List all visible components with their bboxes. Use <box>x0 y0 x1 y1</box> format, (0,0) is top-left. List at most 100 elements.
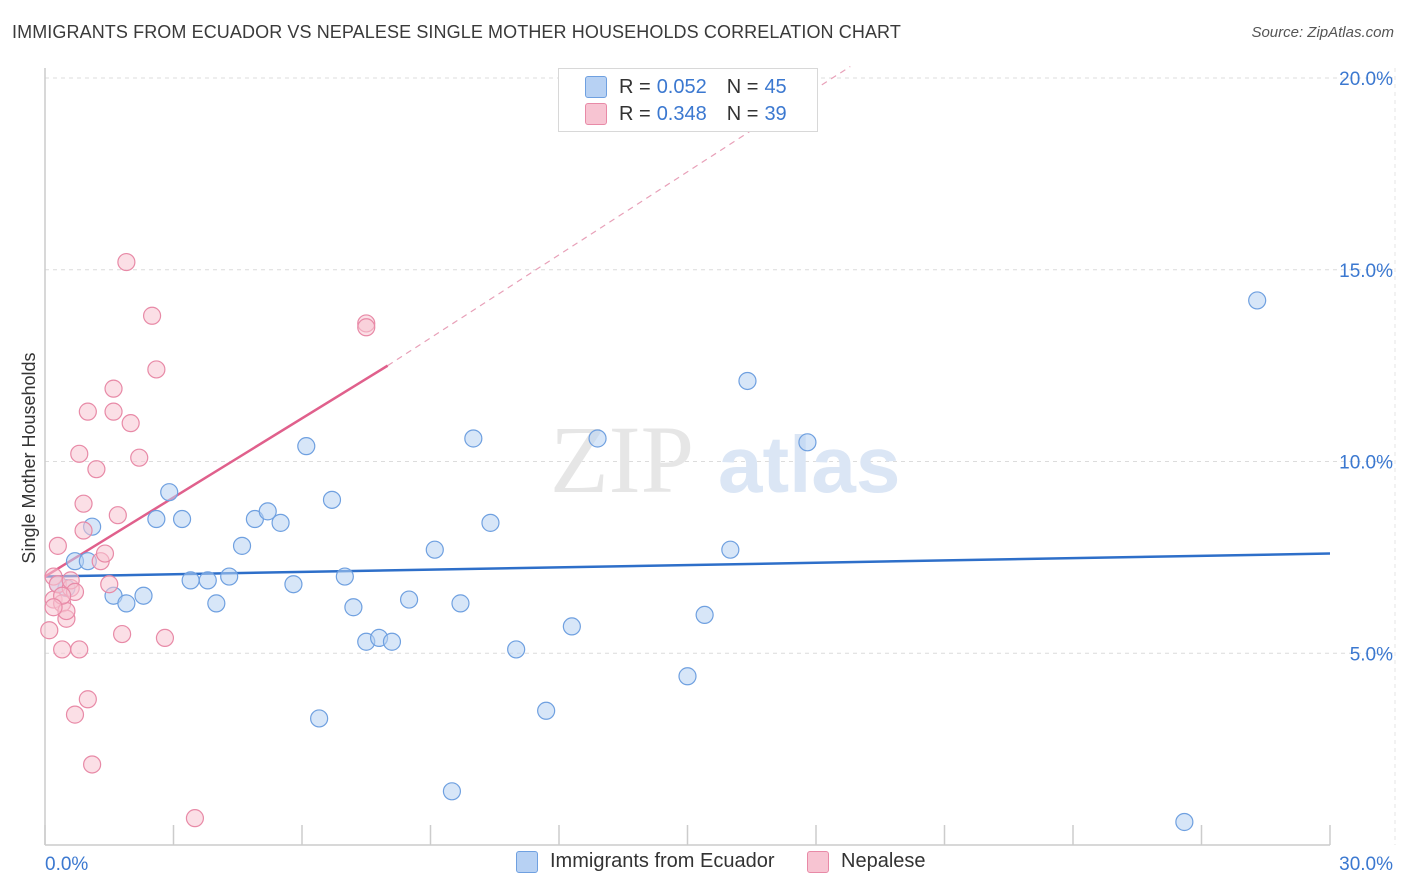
nepalese-point <box>121 414 140 433</box>
ecuador-point <box>181 571 200 590</box>
ecuador-point <box>798 433 817 452</box>
ecuador-point <box>537 701 556 720</box>
nepalese-point <box>70 640 89 659</box>
ecuador-point <box>1248 291 1267 310</box>
y-tick-label: 15.0% <box>1339 261 1393 282</box>
nepalese-point <box>78 690 97 709</box>
ecuador-point <box>442 782 462 801</box>
nepalese-point <box>155 628 175 648</box>
ecuador-point <box>220 567 239 586</box>
nepalese-point <box>48 536 67 555</box>
legend-label-ecuador: Immigrants from Ecuador <box>550 850 775 872</box>
axes <box>44 68 1396 846</box>
nepalese-point <box>147 360 166 379</box>
series-legend: Immigrants from Ecuador Nepalese <box>0 850 1406 878</box>
nepalese-point <box>70 444 89 463</box>
legend-row-ecuador: R = 0.052 N = 45 <box>559 74 787 100</box>
ecuador-point <box>335 567 354 586</box>
nepalese-point <box>95 544 115 563</box>
legend-swatch-ecuador <box>585 76 607 98</box>
ecuador-point <box>172 509 192 529</box>
tick-labels: 5.0% 10.0% 15.0% 20.0% 0.0% 30.0% <box>45 69 1393 875</box>
ecuador-point <box>284 575 303 594</box>
legend-swatch-ecuador <box>516 850 538 873</box>
nepalese-point <box>65 705 85 724</box>
nepalese-trend-extension <box>387 65 851 367</box>
ecuador-point <box>232 536 252 555</box>
ecuador-point <box>695 605 714 625</box>
nepalese-point <box>117 252 136 272</box>
nepalese-point <box>87 460 106 479</box>
nepalese-point <box>74 521 93 540</box>
ecuador-point <box>117 594 136 613</box>
ecuador-point <box>198 571 217 590</box>
legend-n-label: N = <box>726 75 759 98</box>
ecuador-point <box>344 598 363 617</box>
nepalese-point <box>108 506 127 525</box>
ecuador-point <box>258 502 277 521</box>
ecuador-point <box>382 632 402 651</box>
legend-r-label: R = <box>619 102 651 125</box>
ecuador-point <box>507 640 526 659</box>
legend-swatch-nepalese <box>585 103 607 125</box>
ecuador-point <box>310 709 329 728</box>
nepalese-point <box>130 448 149 467</box>
ecuador-point <box>481 513 500 532</box>
stats-legend: R = 0.052 N = 45 R = 0.348 N = 39 <box>558 68 818 132</box>
legend-item-nepalese[interactable]: Nepalese <box>807 850 926 873</box>
ecuador-point <box>399 590 419 609</box>
ecuador-point <box>721 540 740 559</box>
nepalese-point <box>44 598 63 617</box>
legend-r-value: 0.348 <box>656 102 707 125</box>
ecuador-point <box>134 586 153 605</box>
y-tick-label: 10.0% <box>1339 453 1393 474</box>
ecuador-point <box>207 594 226 613</box>
legend-row-nepalese: R = 0.348 N = 39 <box>559 101 787 127</box>
source-credit: Source: ZipAtlas.com <box>1251 24 1394 41</box>
nepalese-point <box>100 575 119 594</box>
legend-r-label: R = <box>619 75 651 98</box>
trend-lines <box>44 65 1331 578</box>
ecuador-point <box>1175 812 1194 832</box>
data-points <box>40 252 1267 832</box>
ecuador-point <box>271 513 290 532</box>
ecuador-point <box>738 371 757 391</box>
nepalese-point <box>357 318 376 337</box>
nepalese-point <box>53 640 72 659</box>
ecuador-trend-line <box>44 552 1331 578</box>
nepalese-point <box>40 621 59 640</box>
nepalese-point <box>112 624 132 644</box>
watermark-zip: ZIP <box>550 406 694 513</box>
nepalese-point <box>74 494 93 513</box>
ecuador-point <box>322 490 342 509</box>
chart-title: IMMIGRANTS FROM ECUADOR VS NEPALESE SING… <box>12 22 901 42</box>
y-tick-label: 20.0% <box>1339 69 1393 90</box>
legend-n-value: 39 <box>764 102 787 125</box>
x-tick-label: 30.0% <box>1339 854 1393 875</box>
ecuador-point <box>464 429 483 448</box>
legend-label-nepalese: Nepalese <box>841 850 926 872</box>
ecuador-point <box>147 509 166 529</box>
ecuador-point <box>425 540 444 559</box>
y-axis-label: Single Mother Households <box>19 352 39 563</box>
ecuador-point <box>562 617 581 636</box>
ecuador-point <box>678 667 697 686</box>
nepalese-point <box>83 755 102 774</box>
watermark-atlas: atlas <box>718 420 900 509</box>
legend-n-value: 45 <box>764 75 787 98</box>
legend-n-label: N = <box>726 102 759 125</box>
legend-r-value: 0.052 <box>656 75 707 98</box>
legend-swatch-nepalese <box>807 850 829 873</box>
ecuador-point <box>297 437 316 456</box>
nepalese-trend-line <box>44 364 389 578</box>
ecuador-point <box>588 429 607 448</box>
ecuador-point <box>451 594 470 613</box>
nepalese-point <box>142 306 162 325</box>
nepalese-point <box>104 402 123 421</box>
nepalese-point <box>185 809 205 828</box>
x-tick-label: 0.0% <box>45 854 88 875</box>
nepalese-point <box>104 379 123 398</box>
nepalese-point <box>78 402 97 421</box>
legend-item-ecuador[interactable]: Immigrants from Ecuador <box>516 850 775 873</box>
